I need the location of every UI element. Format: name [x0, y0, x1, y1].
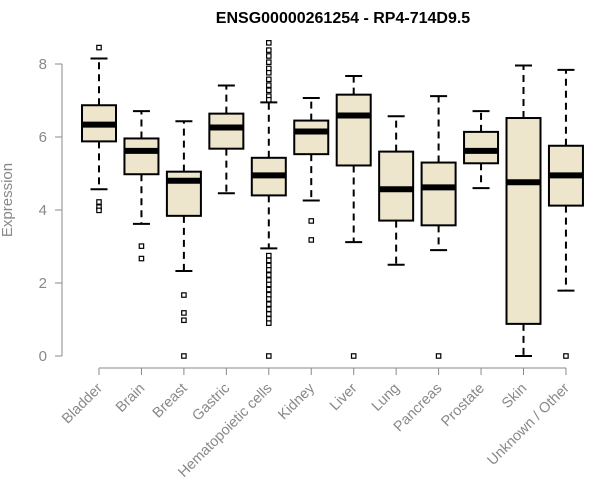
- outlier-point: [96, 207, 102, 214]
- outlier-point: [266, 301, 272, 307]
- outlier-point: [266, 65, 272, 72]
- outlier-point: [266, 311, 272, 317]
- outlier-point: [266, 320, 272, 326]
- outlier-point: [266, 69, 272, 76]
- outlier-point: [266, 306, 272, 313]
- outlier-point: [266, 267, 272, 273]
- x-tick-label: Unknown / Other: [485, 380, 573, 468]
- box-lung: [378, 115, 415, 266]
- outlier-point: [181, 310, 187, 316]
- outlier-point: [308, 218, 315, 224]
- outlier-point: [266, 277, 272, 283]
- x-tick-label: Prostate: [438, 381, 487, 430]
- y-tick-label: 2: [39, 275, 47, 292]
- box-kidney: [293, 96, 330, 243]
- iqr-box: [208, 112, 245, 150]
- outlier-point: [181, 292, 187, 298]
- boxes-layer: [81, 40, 584, 359]
- outlier-point: [266, 281, 272, 288]
- outlier-point: [266, 262, 272, 269]
- x-tick-label: Skin: [499, 381, 530, 412]
- outlier-point: [266, 87, 272, 94]
- iqr-box: [378, 150, 415, 222]
- x-tick-label: Brain: [113, 381, 148, 416]
- box-gastric: [208, 84, 245, 195]
- outlier-point: [266, 296, 272, 302]
- outlier-point: [266, 353, 272, 359]
- chart-title: ENSG00000261254 - RP4-714D9.5: [216, 10, 470, 27]
- outlier-point: [266, 315, 272, 322]
- iqr-box: [293, 119, 330, 156]
- iqr-box: [420, 161, 457, 227]
- y-axis: 0 2 4 6 8: [39, 56, 63, 365]
- iqr-box: [463, 130, 500, 165]
- box-prostate: [463, 110, 500, 190]
- iqr-box: [505, 117, 542, 325]
- outlier-point: [181, 353, 187, 359]
- iqr-box: [335, 93, 372, 167]
- y-tick-label: 4: [39, 202, 47, 219]
- outlier-point: [266, 82, 272, 88]
- box-liver: [335, 75, 372, 359]
- x-tick-label: Lung: [369, 381, 403, 415]
- iqr-box: [123, 137, 160, 176]
- y-tick-label: 6: [39, 129, 47, 146]
- outlier-point: [266, 257, 272, 264]
- y-axis-label: Expression: [0, 163, 16, 237]
- outlier-point: [266, 291, 272, 298]
- outlier-point: [266, 53, 272, 59]
- outlier-point: [563, 353, 569, 359]
- outlier-point: [138, 255, 145, 262]
- y-tick-label: 8: [39, 56, 47, 73]
- outlier-point: [266, 59, 272, 65]
- outlier-point: [96, 44, 102, 51]
- box-brain: [123, 110, 160, 262]
- outlier-point: [308, 237, 315, 243]
- outlier-point: [266, 286, 272, 293]
- box-skin: [505, 64, 542, 357]
- outlier-point: [266, 252, 272, 259]
- x-tick-label: Bladder: [59, 380, 106, 427]
- outlier-point: [435, 353, 442, 359]
- outlier-point: [266, 272, 272, 278]
- outlier-point: [350, 353, 357, 359]
- outlier-point: [266, 76, 272, 83]
- x-tick-label: Liver: [327, 380, 361, 414]
- box-breast: [165, 120, 202, 359]
- outlier-point: [266, 96, 272, 103]
- outlier-point: [266, 47, 272, 53]
- box-pancreas: [420, 95, 457, 359]
- outlier-point: [96, 199, 102, 205]
- outlier-point: [266, 40, 272, 46]
- box-bladder: [81, 44, 117, 214]
- outlier-point: [181, 317, 187, 324]
- outlier-point: [138, 243, 145, 249]
- x-tick-label: Breast: [150, 381, 191, 422]
- box-unknown-other: [547, 68, 584, 359]
- box-hematopoietic-cells: [250, 40, 287, 359]
- y-tick-label: 0: [39, 348, 47, 365]
- x-tick-label: Kidney: [275, 380, 318, 423]
